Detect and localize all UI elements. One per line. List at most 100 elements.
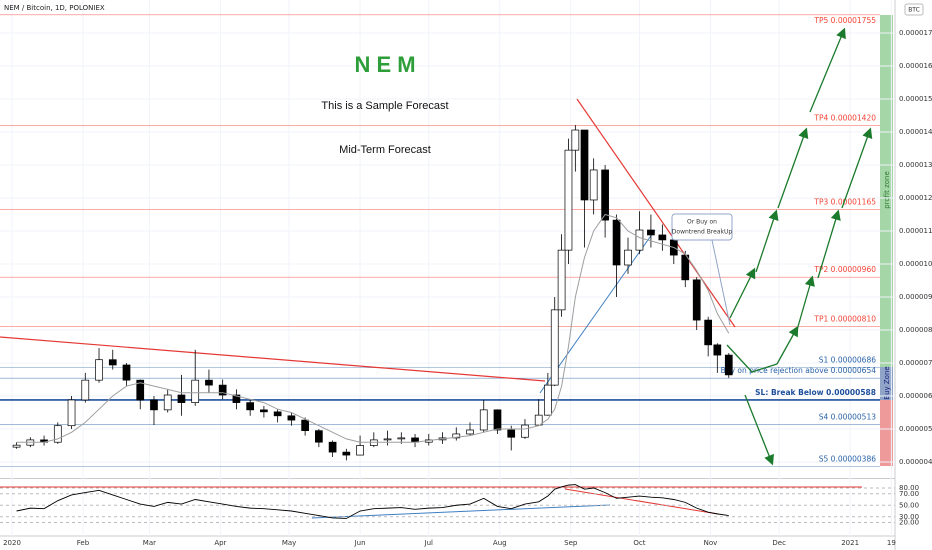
candle-body bbox=[521, 424, 529, 438]
candle-body bbox=[681, 254, 690, 281]
rsi-line bbox=[16, 484, 729, 519]
x-tick-label: Sep bbox=[564, 539, 578, 547]
y-tick-label: 0.00000400 bbox=[899, 458, 932, 466]
y-tick-label: 0.00001700 bbox=[899, 29, 932, 37]
danger-zone bbox=[880, 400, 893, 466]
level-label: S1 0.00000686 bbox=[819, 356, 876, 365]
candle-body bbox=[692, 279, 701, 321]
candle-body bbox=[287, 415, 296, 421]
moving-average bbox=[16, 213, 730, 443]
zone-label: profit zone bbox=[883, 171, 891, 209]
headline: N E M bbox=[354, 52, 415, 77]
y-tick-label: 0.00000600 bbox=[899, 392, 932, 400]
chart-title: NEM / Bitcoin, 1D, POLONIEX bbox=[4, 4, 105, 12]
candle-body bbox=[163, 394, 172, 411]
level-label: Buy on price rejection above 0.00000654 bbox=[721, 366, 877, 375]
callout-pointer bbox=[711, 239, 731, 326]
level-label: S4 0.00000513 bbox=[819, 413, 876, 422]
y-tick-label: 0.00000800 bbox=[899, 326, 932, 334]
candle-body bbox=[122, 364, 131, 381]
y-tick-label: 0.00001000 bbox=[899, 260, 932, 268]
candle-body bbox=[328, 441, 337, 453]
candle-body bbox=[260, 409, 268, 413]
candle-body bbox=[713, 344, 722, 356]
candle-body bbox=[205, 379, 213, 386]
horizon: Mid-Term Forecast bbox=[339, 144, 431, 156]
callout-text: Or Buy on bbox=[687, 219, 717, 226]
candle-body bbox=[589, 169, 598, 201]
x-tick-label: Dec bbox=[772, 539, 786, 547]
forecast-arrows bbox=[726, 27, 873, 466]
currency-badge bbox=[904, 3, 924, 16]
y-tick-label: 0.00001100 bbox=[899, 227, 932, 235]
candle-body bbox=[177, 394, 186, 403]
x-tick-label: Jun bbox=[354, 539, 366, 547]
candle-body bbox=[342, 451, 351, 456]
subtitle: This is a Sample Forecast bbox=[321, 100, 448, 112]
candle-body bbox=[232, 394, 241, 403]
candle-body bbox=[301, 419, 309, 431]
level-label: TP4 0.00001420 bbox=[813, 113, 876, 122]
candle-body bbox=[108, 359, 117, 366]
y-tick-label: 0.00001400 bbox=[899, 128, 932, 136]
candle-body bbox=[356, 445, 364, 456]
x-tick-label: Nov bbox=[704, 539, 718, 547]
x-tick-label: Oct bbox=[633, 539, 645, 547]
buy-zone bbox=[880, 367, 893, 400]
x-tick-label: Feb bbox=[77, 539, 90, 547]
candle-body bbox=[218, 384, 227, 396]
candle-body bbox=[564, 149, 573, 251]
x-tick-label: Mar bbox=[143, 539, 156, 547]
level-label: TP5 0.00001755 bbox=[813, 16, 876, 25]
x-tick-label: Apr bbox=[214, 539, 226, 547]
candle-body bbox=[612, 219, 621, 266]
candle-body bbox=[466, 429, 474, 435]
candle-body bbox=[571, 129, 580, 151]
trend-line bbox=[539, 229, 656, 394]
candle-body bbox=[246, 402, 255, 411]
candle-body bbox=[724, 354, 733, 376]
candle-body bbox=[624, 249, 632, 266]
callout-text: Downtrend BreakUp bbox=[672, 229, 733, 236]
y-tick-label: 0.00001600 bbox=[899, 62, 932, 70]
rsi-tick-label: 20.00 bbox=[899, 519, 919, 527]
y-tick-label: 0.00001200 bbox=[899, 194, 932, 202]
x-tick-label: Aug bbox=[493, 539, 507, 547]
y-tick-label: 0.00000700 bbox=[899, 359, 932, 367]
candle-body bbox=[534, 414, 543, 426]
candle-body bbox=[647, 229, 655, 236]
candle-body bbox=[397, 437, 406, 440]
candle-body bbox=[635, 229, 644, 251]
candles bbox=[12, 125, 733, 461]
candle-body bbox=[580, 129, 589, 201]
candle-body bbox=[150, 399, 158, 411]
y-tick-label: 0.00000900 bbox=[899, 293, 932, 301]
rsi-trend bbox=[311, 504, 611, 519]
candle-body bbox=[507, 429, 516, 438]
candle-body bbox=[601, 169, 609, 221]
y-tick-label: 0.00000500 bbox=[899, 425, 932, 433]
candle-body bbox=[383, 438, 392, 441]
level-label: TP2 0.00000960 bbox=[813, 265, 876, 274]
rsi-tick-label: 70.00 bbox=[899, 490, 919, 498]
candle-body bbox=[493, 409, 502, 431]
x-tick-label: Jul bbox=[424, 539, 434, 547]
x-tick-label: 2020 bbox=[3, 539, 21, 547]
zone-label: Buy Zone bbox=[883, 366, 891, 399]
x-tick-label: 19 bbox=[887, 539, 896, 547]
candle-body bbox=[557, 249, 566, 311]
rsi-trend bbox=[564, 488, 719, 515]
candle-body bbox=[95, 359, 103, 381]
candle-body bbox=[658, 234, 667, 241]
level-label: TP1 0.00000810 bbox=[813, 315, 876, 324]
rsi-tick-label: 80.00 bbox=[899, 484, 919, 492]
candle-body bbox=[315, 430, 323, 443]
candle-body bbox=[479, 409, 488, 431]
rsi-tick-label: 30.00 bbox=[899, 513, 919, 521]
y-tick-label: 0.00001500 bbox=[899, 95, 932, 103]
currency: BTC bbox=[908, 7, 920, 14]
